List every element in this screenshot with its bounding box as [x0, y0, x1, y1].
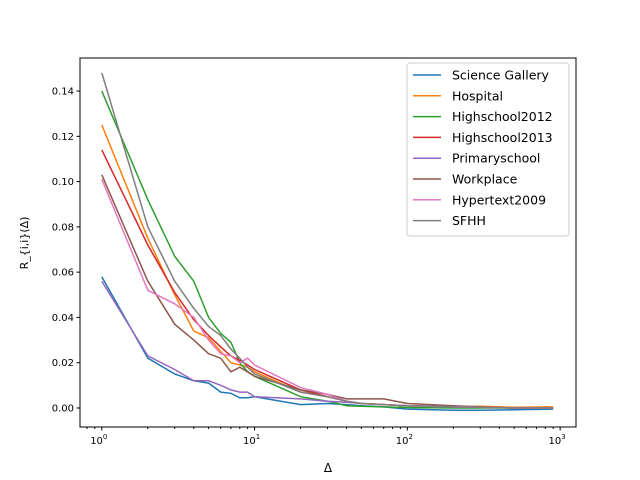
plot-frame [79, 57, 577, 428]
legend-label: Primaryschool [452, 151, 540, 166]
x-tick-label: 102 [396, 433, 413, 447]
legend-label: SFHH [452, 213, 486, 228]
legend-label: Science Gallery [452, 68, 550, 83]
legend-box [406, 62, 570, 237]
x-axis-label: Δ [324, 461, 333, 475]
y-tick-label: 0.02 [52, 358, 74, 369]
series-line-0 [101, 276, 554, 411]
legend-label: Hypertext2009 [452, 192, 546, 207]
y-tick-label: 0.00 [52, 403, 74, 414]
x-tick-label: 103 [549, 433, 566, 447]
x-axis-ticks: 100 101 102 103 [86, 427, 566, 447]
y-tick-label: 0.06 [52, 268, 74, 279]
y-tick-label: 0.04 [52, 313, 74, 324]
y-axis-label: R_{i,i}(Δ) [18, 217, 31, 270]
y-tick-label: 0.12 [52, 132, 74, 143]
series-lines [101, 72, 554, 411]
y-tick-label: 0.10 [52, 177, 74, 188]
series-line-2 [101, 90, 554, 409]
series-line-4 [101, 280, 554, 409]
y-tick-label: 0.14 [52, 87, 74, 98]
y-tick-label: 0.08 [52, 222, 74, 233]
legend-label: Highschool2012 [452, 109, 553, 124]
legend: Science Gallery Hospital Highschool2012 Hig… [406, 62, 570, 237]
series-line-7 [101, 72, 554, 409]
x-tick-label: 101 [243, 433, 260, 447]
y-axis-ticks: 0.00 0.02 0.04 0.06 0.08 0.10 0.12 0.14 [52, 87, 80, 414]
legend-label: Workplace [452, 172, 518, 187]
x-tick-label: 100 [90, 433, 107, 447]
legend-label: Hospital [452, 88, 503, 103]
legend-label: Highschool2013 [452, 130, 553, 145]
